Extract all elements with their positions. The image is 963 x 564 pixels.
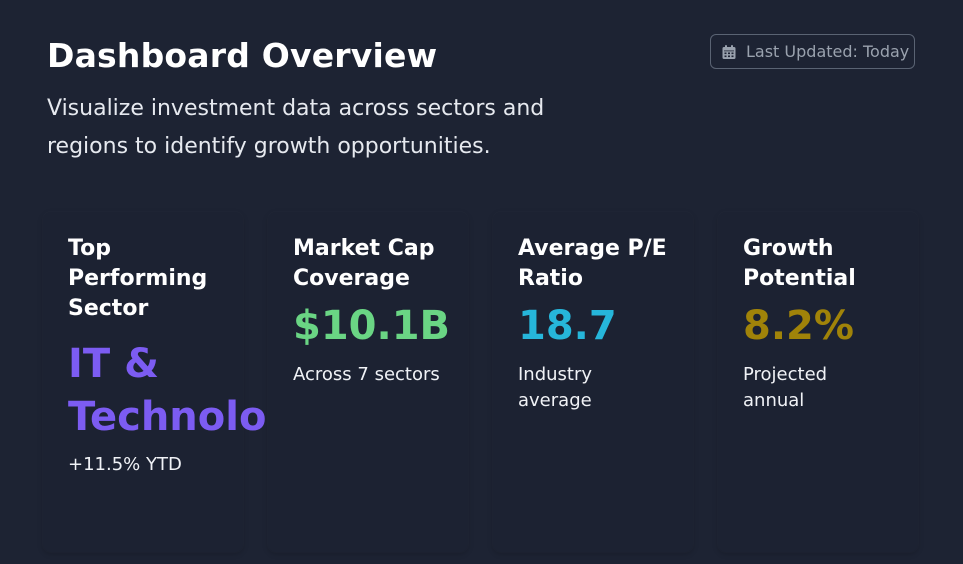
metric-card-growth: Growth Potential 8.2% Projected annual (718, 212, 918, 552)
metric-cards: Top Performing Sector IT & Technology +1… (43, 212, 918, 557)
page-title: Dashboard Overview (47, 36, 438, 75)
calendar-icon (721, 44, 737, 60)
card-value: 8.2% (743, 303, 854, 349)
card-value: IT & Technology (68, 341, 322, 440)
last-updated-badge: Last Updated: Today (710, 34, 915, 69)
metric-card-top-sector: Top Performing Sector IT & Technology +1… (43, 212, 322, 552)
page-subtitle: Visualize investment data across sectors… (47, 96, 545, 159)
dashboard-header: Dashboard Overview Visualize investment … (47, 36, 647, 166)
card-note: +11.5% YTD (68, 454, 182, 475)
metric-card-market-cap: Market Cap Coverage $10.1B Across 7 sect… (268, 212, 468, 552)
metric-card-pe-ratio: Average P/E Ratio 18.7 Industry average (493, 212, 693, 552)
card-value: $10.1B (293, 303, 451, 349)
card-label: Growth Potential (743, 236, 856, 291)
card-label: Market Cap Coverage (293, 236, 435, 291)
last-updated-text: Last Updated: Today (746, 42, 910, 61)
card-note: Projected annual (743, 364, 828, 411)
card-label: Average P/E Ratio (518, 236, 667, 291)
card-note: Industry average (518, 364, 593, 411)
card-value: 18.7 (518, 303, 617, 349)
card-note: Across 7 sectors (293, 364, 440, 385)
card-label: Top Performing Sector (68, 236, 208, 321)
